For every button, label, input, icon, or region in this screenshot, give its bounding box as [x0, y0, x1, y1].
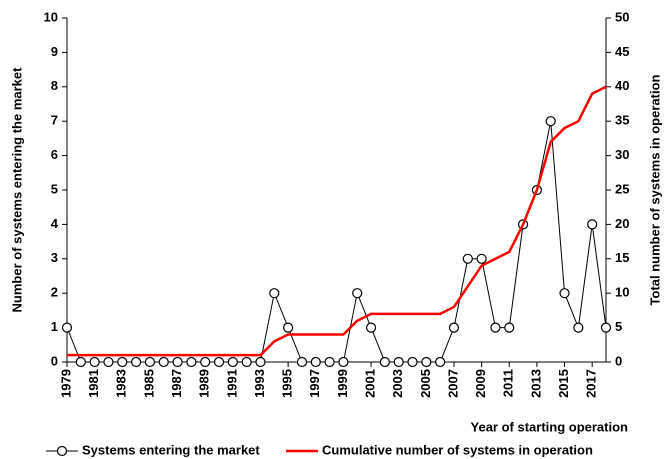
y2-tick-label: 30 — [615, 147, 629, 162]
legend-label: Cumulative number of systems in operatio… — [322, 442, 593, 457]
marker — [269, 288, 280, 299]
marker — [365, 322, 377, 333]
x-tick-label: 1987 — [169, 369, 184, 398]
y-tick-label: 3 — [51, 250, 58, 265]
y2-tick-label: 45 — [615, 44, 629, 59]
x-tick-label: 2005 — [418, 369, 433, 398]
y2-tick-label: 10 — [615, 285, 629, 300]
y-tick-label: 10 — [44, 9, 58, 24]
y2-tick-label: 5 — [615, 319, 622, 334]
marker — [462, 253, 473, 264]
marker — [144, 356, 156, 368]
marker — [448, 322, 460, 333]
marker — [559, 288, 570, 299]
x-tick-label: 2011 — [501, 369, 516, 397]
x-tick-label: 1991 — [224, 369, 239, 398]
x-tick-label: 2009 — [473, 369, 488, 398]
x-axis-title: Year of starting operation — [471, 419, 629, 434]
marker — [89, 356, 100, 368]
marker — [421, 356, 432, 368]
y2-tick-label: 0 — [615, 353, 622, 368]
y-tick-label: 7 — [51, 113, 58, 128]
y2-axis-title: Total number of systems in operation — [647, 74, 662, 305]
y-tick-label: 5 — [51, 181, 58, 196]
marker — [131, 356, 142, 368]
x-tick-label: 1979 — [58, 369, 73, 398]
series-line — [66, 121, 607, 363]
marker — [600, 322, 612, 333]
y2-tick-label: 15 — [615, 250, 629, 265]
y-tick-label: 2 — [51, 285, 58, 300]
x-tick-label: 1989 — [197, 369, 212, 398]
marker — [61, 322, 73, 333]
x-tick-label: 2017 — [584, 369, 599, 398]
y2-tick-label: 20 — [615, 216, 629, 231]
marker — [117, 356, 128, 368]
y-tick-label: 9 — [51, 44, 58, 59]
x-tick-label: 1985 — [141, 369, 156, 398]
y-tick-label: 8 — [51, 78, 58, 93]
marker — [407, 356, 418, 368]
marker — [587, 219, 598, 230]
x-tick-label: 1993 — [252, 369, 267, 398]
marker — [324, 356, 335, 368]
series-line — [67, 85, 607, 357]
x-tick-label: 2015 — [556, 369, 571, 398]
marker — [186, 356, 197, 368]
marker — [213, 356, 225, 368]
y2-tick-label: 35 — [615, 113, 629, 128]
x-tick-label: 2013 — [528, 369, 543, 398]
marker — [255, 356, 266, 368]
x-tick-label: 1995 — [280, 369, 295, 398]
x-tick-label: 1999 — [335, 369, 350, 398]
marker — [75, 356, 86, 368]
marker — [393, 356, 404, 368]
x-tick-label: 1981 — [86, 369, 101, 398]
y2-tick-label: 40 — [615, 78, 629, 93]
legend-marker — [56, 445, 68, 457]
marker — [338, 356, 349, 368]
y-tick-label: 6 — [51, 147, 58, 162]
marker — [435, 356, 446, 368]
x-tick-label: 1997 — [307, 369, 322, 398]
y-tick-label: 0 — [51, 353, 58, 368]
marker — [103, 356, 114, 368]
marker — [172, 356, 183, 368]
x-tick-label: 1983 — [114, 369, 129, 398]
marker — [200, 356, 211, 368]
marker — [352, 288, 363, 299]
y-axis-title: Number of systems entering the market — [9, 67, 24, 313]
marker — [573, 322, 584, 333]
legend-label: Systems entering the market — [82, 442, 260, 457]
marker — [296, 356, 308, 368]
y2-tick-label: 50 — [615, 9, 629, 24]
y2-tick-label: 25 — [615, 181, 629, 196]
marker — [283, 322, 294, 333]
y-tick-label: 1 — [51, 319, 58, 334]
marker — [476, 253, 487, 264]
y-tick-label: 4 — [51, 216, 59, 231]
marker — [310, 356, 321, 368]
marker — [504, 322, 515, 333]
marker — [158, 356, 169, 368]
marker — [227, 356, 238, 368]
x-tick-label: 2007 — [445, 369, 460, 398]
x-tick-label: 2001 — [362, 369, 377, 398]
marker — [545, 116, 556, 127]
marker — [379, 356, 390, 368]
x-tick-label: 2003 — [390, 369, 405, 398]
marker — [490, 322, 501, 333]
marker — [241, 356, 252, 368]
